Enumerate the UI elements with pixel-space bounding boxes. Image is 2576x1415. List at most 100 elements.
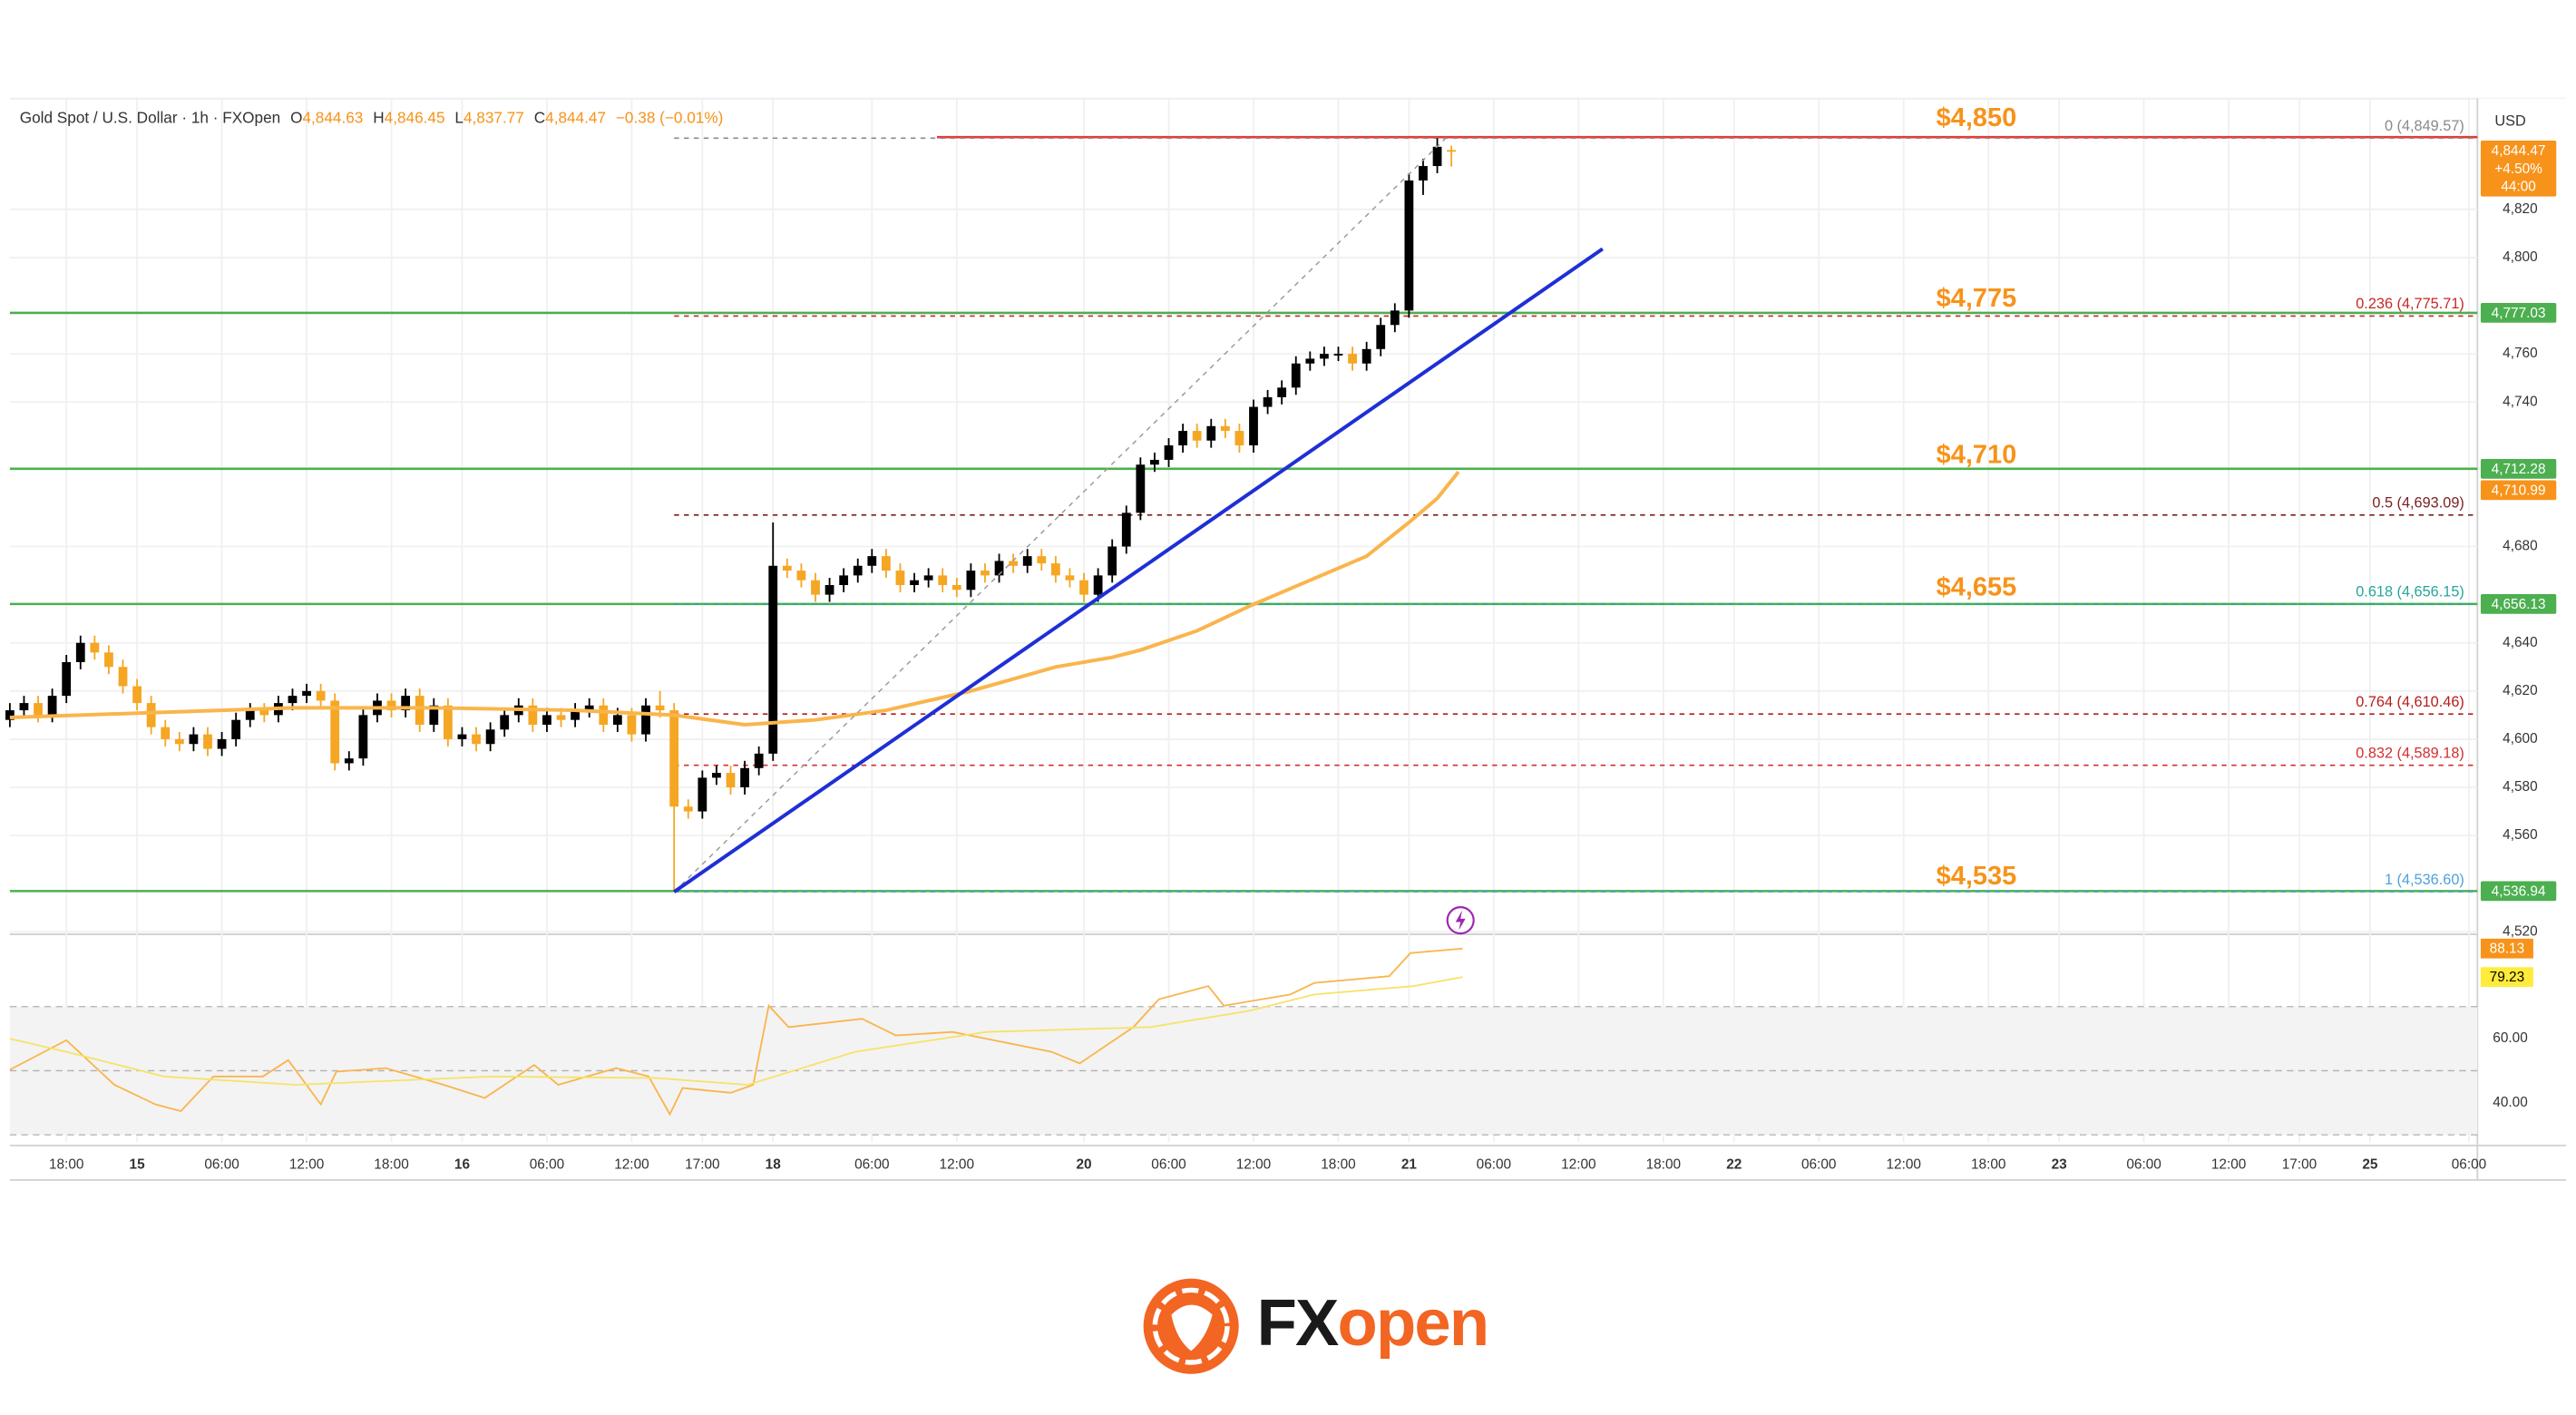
candle-body [1390, 310, 1400, 326]
candle-body [245, 710, 255, 720]
candle-body [90, 642, 100, 653]
x-tick-label: 16 [454, 1157, 470, 1173]
rsi-tag-label: 79.23 [2490, 970, 2524, 985]
candle-body [1376, 325, 1386, 349]
price-tag [2480, 480, 2557, 501]
candle-body [1050, 563, 1060, 576]
header-ohlc-value: 4,837.77 [463, 108, 524, 126]
header-ohlc-value: 4,844.63 [302, 108, 363, 126]
brand-wordmark: FXopen [1257, 1286, 1488, 1360]
brand-logo: FXopen [1143, 1278, 1489, 1374]
logo-mane [1152, 1287, 1230, 1365]
candle-body [1136, 464, 1146, 513]
alert-bolt [1455, 910, 1466, 931]
fib-label: 0.618 (4,656.15) [2356, 583, 2464, 600]
candle-body [571, 710, 581, 720]
candle-body [104, 652, 113, 668]
candle-body [1220, 425, 1230, 432]
candle-body [302, 690, 311, 697]
x-tick-label: 18:00 [374, 1157, 408, 1173]
header-ohlc-value: 4,846.45 [385, 108, 445, 126]
candle-body [740, 767, 749, 788]
y-tick-label: 4,820 [2503, 201, 2537, 217]
price-tag-label: 4,844.47 [2492, 143, 2546, 159]
candle-body [584, 705, 594, 711]
candle-body [330, 700, 340, 764]
candle-body [1333, 354, 1343, 356]
candle-body [217, 738, 227, 749]
x-tick-label: 25 [2362, 1157, 2378, 1173]
candle-body [19, 703, 29, 711]
alert-icon [1446, 906, 1475, 935]
x-tick-label: 21 [1401, 1157, 1418, 1173]
x-tick-label: 17:00 [2282, 1157, 2317, 1173]
y-tick-label: 4,680 [2503, 539, 2537, 554]
price-tag-extra: +4.50% [2494, 161, 2542, 177]
candle-body [62, 661, 72, 697]
candle-body [231, 719, 241, 739]
price-tag-label: 4,777.03 [2492, 306, 2546, 321]
candle-body [951, 585, 961, 590]
candle-body [1447, 150, 1457, 152]
candle-body [1249, 406, 1258, 446]
rsi-line [9, 976, 1463, 1086]
x-tick-label: 20 [1076, 1157, 1091, 1173]
price-tag [2480, 881, 2557, 902]
x-tick-label: 06:00 [530, 1157, 564, 1173]
candle-body [1009, 561, 1019, 566]
x-tick-label: 22 [1726, 1157, 1742, 1173]
fib-label: 0.764 (4,610.46) [2356, 694, 2464, 710]
candle-body [1150, 459, 1159, 465]
candle-body [923, 575, 933, 581]
brand-open: open [1338, 1286, 1488, 1360]
fib-label: 0.832 (4,589.18) [2356, 745, 2464, 761]
candle-body [726, 773, 736, 788]
candle-body [867, 556, 877, 566]
header-symbol: Gold Spot / U.S. Dollar · 1h · FXOpen [20, 108, 280, 126]
candle-body [698, 777, 707, 812]
rsi-line [9, 947, 1463, 1117]
candle-body [1178, 431, 1187, 446]
candle-body [1164, 445, 1174, 460]
x-tick-label: 12:00 [289, 1157, 324, 1173]
x-tick-label: 06:00 [1477, 1157, 1511, 1173]
candle-body [1263, 396, 1273, 407]
candle-body [485, 729, 495, 745]
candle-body [34, 703, 43, 716]
candle-body [1093, 575, 1103, 595]
price-tag-label: 4,712.28 [2492, 462, 2546, 477]
x-tick-label: 12:00 [2211, 1157, 2246, 1173]
candle-body [612, 715, 622, 725]
candle-body [599, 705, 609, 725]
x-tick-label: 18:00 [1646, 1157, 1681, 1173]
candle-body [556, 715, 566, 720]
x-tick-label: 18 [766, 1157, 782, 1173]
candle-body [669, 710, 679, 807]
candle-body [1348, 354, 1357, 364]
header-change: −0.38 (−0.01%) [616, 108, 723, 126]
x-tick-label: 06:00 [854, 1157, 889, 1173]
candle-body [542, 715, 551, 725]
candle-body [966, 571, 976, 590]
level-annotation: $4,775 [1937, 284, 2017, 313]
y-tick-label: 4,760 [2503, 346, 2537, 361]
grid-layer [9, 98, 2478, 1143]
x-tick-label: 06:00 [2126, 1157, 2161, 1173]
y-tick-label: 4,620 [2503, 683, 2537, 698]
rsi-tag-label: 88.13 [2490, 942, 2524, 957]
y-tick-label: 4,600 [2503, 731, 2537, 747]
x-tick-label: 06:00 [1151, 1157, 1186, 1173]
candle-body [811, 580, 820, 595]
candle-body [132, 686, 141, 704]
candle-body [528, 705, 538, 725]
candle-body [839, 575, 849, 586]
candle-body [288, 696, 298, 704]
candle-body [1432, 146, 1442, 167]
candle-body [316, 690, 326, 701]
fib-label: 0 (4,849.57) [2385, 118, 2464, 134]
level-annotation: $4,655 [1937, 573, 2017, 602]
candle-body [641, 705, 650, 735]
candle-body [1107, 546, 1117, 576]
candle-body [754, 753, 764, 768]
